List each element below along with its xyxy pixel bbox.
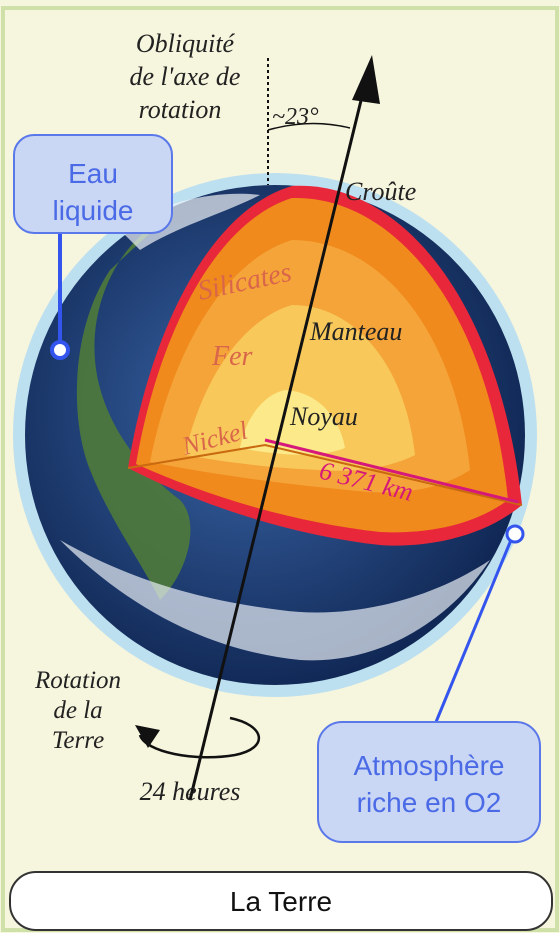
- axis-label: Obliquité: [136, 29, 236, 58]
- axis-label: de l'axe de: [130, 62, 241, 91]
- radius-line: [264, 438, 519, 504]
- outer-core: [185, 305, 415, 471]
- angle-label: ~23°: [272, 104, 319, 130]
- cut-edge: [127, 443, 523, 506]
- rotation-label: Rotation: [34, 667, 121, 694]
- caption-box: [9, 871, 553, 931]
- rotation-label: Terre: [52, 727, 104, 754]
- clouds: [120, 193, 260, 250]
- angle-arc: [267, 122, 351, 131]
- core-label: Noyau: [289, 402, 358, 431]
- rotation-arrow: [138, 716, 260, 759]
- rotation-arrowhead: [135, 725, 160, 748]
- clouds: [60, 540, 490, 661]
- axis-arrowhead: [352, 55, 380, 104]
- callout-dot: [505, 524, 525, 544]
- land: [76, 215, 191, 600]
- rotation-label: de la: [53, 697, 102, 724]
- iron-label: Fer: [211, 341, 253, 372]
- water-label: Eau: [68, 158, 118, 189]
- callout-line: [434, 539, 513, 723]
- period-label: 24 heures: [140, 777, 241, 806]
- atmosphere-label: Atmosphère: [354, 750, 505, 781]
- inner-core: [240, 390, 345, 455]
- atmosphere-box: [317, 721, 541, 843]
- caption: La Terre: [230, 886, 332, 917]
- crust-label: Croûte: [345, 177, 416, 206]
- water-box: [13, 134, 173, 234]
- callout-dot: [50, 340, 70, 360]
- axis-label: rotation: [139, 95, 222, 124]
- atmosphere-label: riche en O2: [357, 787, 502, 818]
- water-label: liquide: [53, 195, 134, 226]
- rotation-axis: [188, 79, 368, 801]
- mantle-label: Manteau: [309, 317, 402, 346]
